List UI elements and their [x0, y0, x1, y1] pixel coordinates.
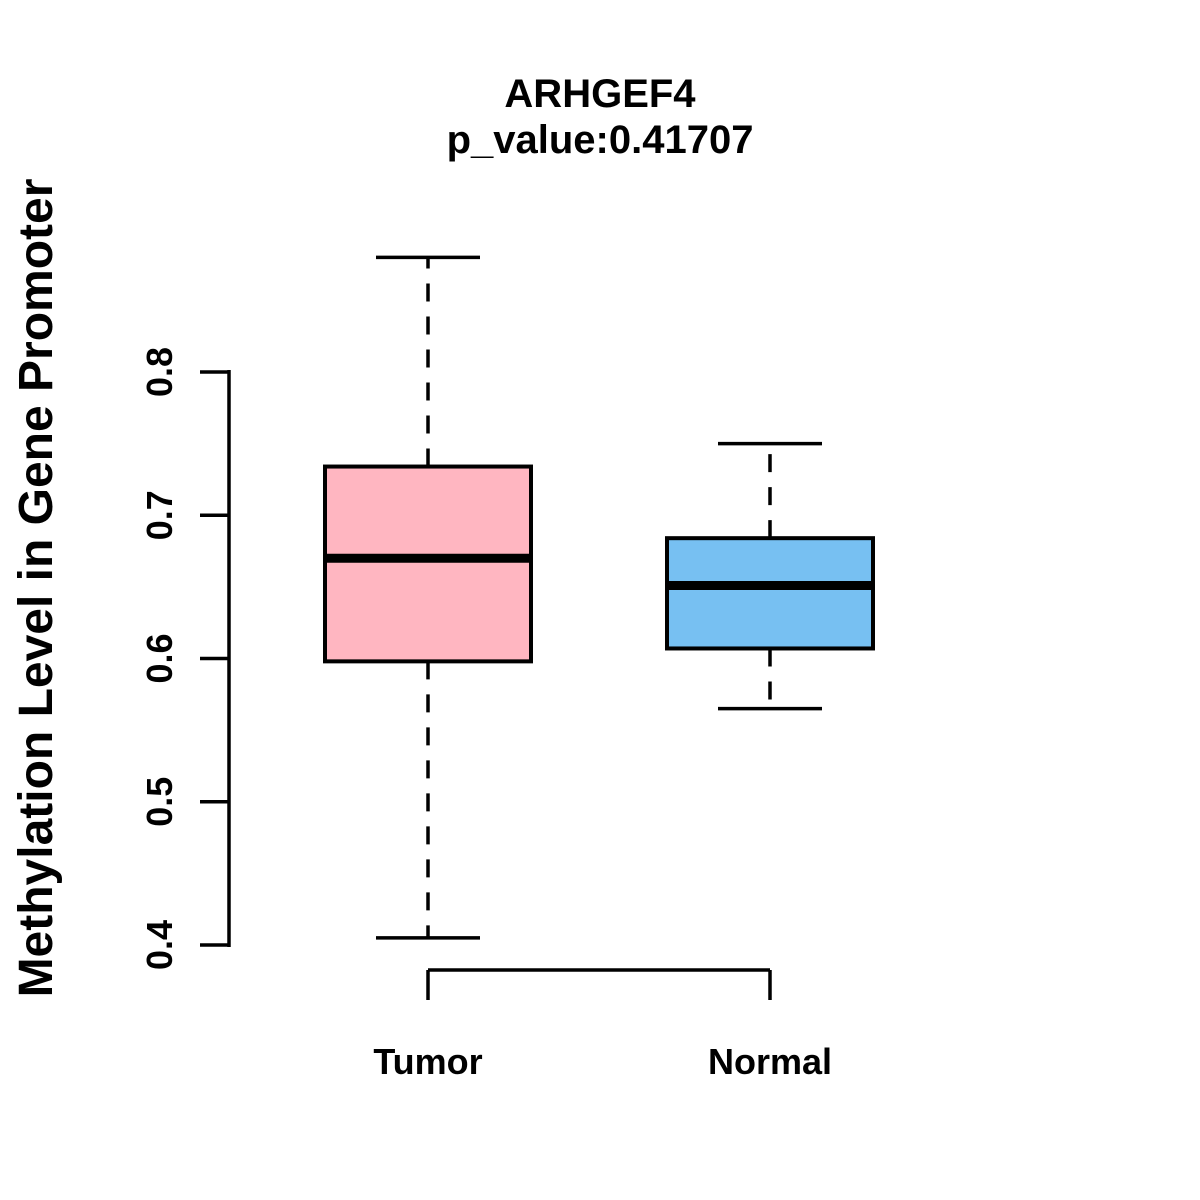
boxplot-tumor: [323, 255, 533, 940]
chart-subtitle-pvalue: p_value:0.41707: [447, 118, 754, 162]
y-tick-label: 0.8: [139, 347, 180, 397]
boxplot-normal: [665, 441, 875, 711]
y-axis: 0.4 0.5 0.6 0.7 0.8: [139, 347, 231, 970]
y-tick-label: 0.5: [139, 777, 180, 827]
y-tick-label: 0.7: [139, 490, 180, 540]
y-axis-label: Methylation Level in Gene Promoter: [10, 179, 63, 998]
y-tick-label: 0.6: [139, 633, 180, 683]
y-tick-label: 0.4: [139, 920, 180, 970]
boxplots: [323, 255, 875, 940]
chart-title: ARHGEF4: [504, 72, 696, 116]
iqr-box: [323, 464, 533, 664]
x-category-label: Tumor: [373, 1041, 482, 1082]
x-category-label: Normal: [708, 1041, 832, 1082]
iqr-box: [665, 536, 875, 651]
x-axis: Tumor Normal: [373, 968, 832, 1082]
